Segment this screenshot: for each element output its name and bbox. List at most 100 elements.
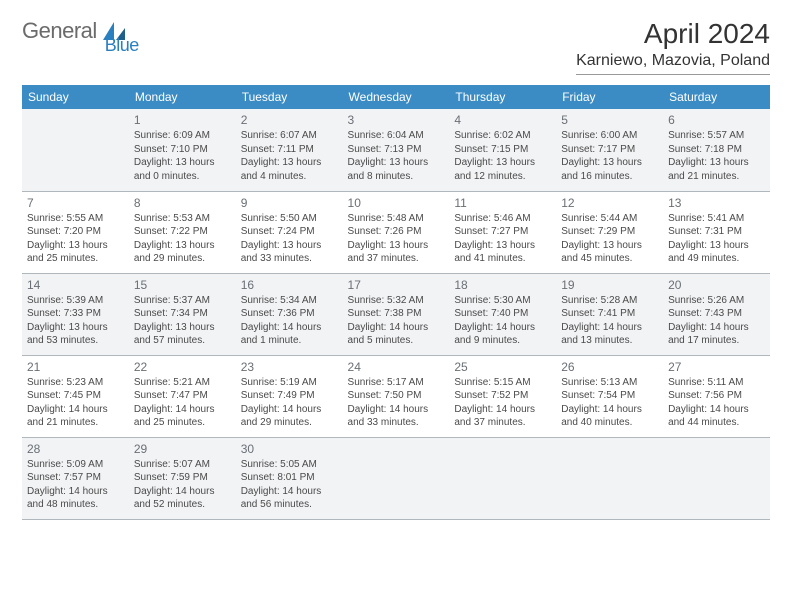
day-number: 26: [561, 359, 658, 375]
calendar-cell: 25Sunrise: 5:15 AMSunset: 7:52 PMDayligh…: [449, 355, 556, 437]
day-line: Sunrise: 6:02 AM: [454, 129, 551, 143]
day-line: and 44 minutes.: [668, 416, 765, 430]
day-line: Daylight: 13 hours: [134, 156, 231, 170]
day-line: and 17 minutes.: [668, 334, 765, 348]
day-line: Daylight: 13 hours: [668, 156, 765, 170]
calendar-body: 1Sunrise: 6:09 AMSunset: 7:10 PMDaylight…: [22, 109, 770, 519]
day-line: and 16 minutes.: [561, 170, 658, 184]
day-number: 17: [348, 277, 445, 293]
day-line: Sunrise: 5:05 AM: [241, 458, 338, 472]
day-line: and 21 minutes.: [27, 416, 124, 430]
day-line: and 1 minute.: [241, 334, 338, 348]
calendar-cell: 14Sunrise: 5:39 AMSunset: 7:33 PMDayligh…: [22, 273, 129, 355]
day-line: and 8 minutes.: [348, 170, 445, 184]
day-header: Sunday: [22, 85, 129, 109]
logo-text-general: General: [22, 18, 97, 44]
day-number: 1: [134, 112, 231, 128]
day-line: Daylight: 14 hours: [454, 403, 551, 417]
day-line: and 4 minutes.: [241, 170, 338, 184]
day-line: Daylight: 14 hours: [668, 403, 765, 417]
calendar-cell: [663, 437, 770, 519]
day-number: 29: [134, 441, 231, 457]
calendar-cell: 23Sunrise: 5:19 AMSunset: 7:49 PMDayligh…: [236, 355, 343, 437]
day-line: Sunrise: 5:37 AM: [134, 294, 231, 308]
day-line: Sunset: 7:52 PM: [454, 389, 551, 403]
day-line: and 37 minutes.: [454, 416, 551, 430]
day-line: Daylight: 14 hours: [668, 321, 765, 335]
calendar-week: 7Sunrise: 5:55 AMSunset: 7:20 PMDaylight…: [22, 191, 770, 273]
day-line: Sunrise: 5:50 AM: [241, 212, 338, 226]
calendar-cell: 24Sunrise: 5:17 AMSunset: 7:50 PMDayligh…: [343, 355, 450, 437]
day-number: 12: [561, 195, 658, 211]
day-line: Daylight: 13 hours: [348, 156, 445, 170]
calendar-cell: 29Sunrise: 5:07 AMSunset: 7:59 PMDayligh…: [129, 437, 236, 519]
calendar-cell: 6Sunrise: 5:57 AMSunset: 7:18 PMDaylight…: [663, 109, 770, 191]
day-line: Sunset: 7:54 PM: [561, 389, 658, 403]
day-number: 27: [668, 359, 765, 375]
day-line: and 9 minutes.: [454, 334, 551, 348]
day-line: Sunset: 7:59 PM: [134, 471, 231, 485]
day-line: Sunset: 7:15 PM: [454, 143, 551, 157]
calendar-week: 1Sunrise: 6:09 AMSunset: 7:10 PMDaylight…: [22, 109, 770, 191]
calendar-cell: 20Sunrise: 5:26 AMSunset: 7:43 PMDayligh…: [663, 273, 770, 355]
day-line: Daylight: 13 hours: [561, 156, 658, 170]
day-line: and 48 minutes.: [27, 498, 124, 512]
day-line: Sunset: 7:50 PM: [348, 389, 445, 403]
calendar-cell: 10Sunrise: 5:48 AMSunset: 7:26 PMDayligh…: [343, 191, 450, 273]
calendar-cell: 12Sunrise: 5:44 AMSunset: 7:29 PMDayligh…: [556, 191, 663, 273]
calendar-cell: 11Sunrise: 5:46 AMSunset: 7:27 PMDayligh…: [449, 191, 556, 273]
day-line: Sunset: 7:57 PM: [27, 471, 124, 485]
day-line: Sunset: 7:40 PM: [454, 307, 551, 321]
day-line: Sunset: 7:43 PM: [668, 307, 765, 321]
day-line: Sunrise: 5:48 AM: [348, 212, 445, 226]
day-number: 7: [27, 195, 124, 211]
calendar-cell: 9Sunrise: 5:50 AMSunset: 7:24 PMDaylight…: [236, 191, 343, 273]
day-line: Sunrise: 5:21 AM: [134, 376, 231, 390]
day-number: 22: [134, 359, 231, 375]
day-number: 16: [241, 277, 338, 293]
day-line: Daylight: 14 hours: [241, 321, 338, 335]
day-line: Sunrise: 5:57 AM: [668, 129, 765, 143]
calendar-cell: [343, 437, 450, 519]
day-line: Daylight: 13 hours: [241, 239, 338, 253]
day-line: and 56 minutes.: [241, 498, 338, 512]
day-header: Tuesday: [236, 85, 343, 109]
day-number: 9: [241, 195, 338, 211]
day-header: Friday: [556, 85, 663, 109]
day-line: Sunset: 7:18 PM: [668, 143, 765, 157]
day-line: Daylight: 14 hours: [134, 485, 231, 499]
day-line: and 12 minutes.: [454, 170, 551, 184]
calendar-week: 14Sunrise: 5:39 AMSunset: 7:33 PMDayligh…: [22, 273, 770, 355]
calendar-cell: 22Sunrise: 5:21 AMSunset: 7:47 PMDayligh…: [129, 355, 236, 437]
day-line: and 25 minutes.: [134, 416, 231, 430]
day-number: 11: [454, 195, 551, 211]
day-line: Sunset: 7:31 PM: [668, 225, 765, 239]
day-line: and 29 minutes.: [134, 252, 231, 266]
day-line: Sunrise: 5:23 AM: [27, 376, 124, 390]
day-line: Sunset: 7:47 PM: [134, 389, 231, 403]
day-number: 25: [454, 359, 551, 375]
day-number: 2: [241, 112, 338, 128]
day-line: and 53 minutes.: [27, 334, 124, 348]
day-line: Sunrise: 6:07 AM: [241, 129, 338, 143]
calendar-cell: 19Sunrise: 5:28 AMSunset: 7:41 PMDayligh…: [556, 273, 663, 355]
day-line: Daylight: 13 hours: [668, 239, 765, 253]
logo: General Blue: [22, 18, 161, 44]
day-line: Daylight: 14 hours: [348, 321, 445, 335]
day-number: 5: [561, 112, 658, 128]
day-number: 24: [348, 359, 445, 375]
day-line: and 57 minutes.: [134, 334, 231, 348]
day-number: 8: [134, 195, 231, 211]
calendar-cell: 1Sunrise: 6:09 AMSunset: 7:10 PMDaylight…: [129, 109, 236, 191]
day-number: 10: [348, 195, 445, 211]
day-line: Sunrise: 5:13 AM: [561, 376, 658, 390]
day-number: 30: [241, 441, 338, 457]
header: General Blue April 2024 Karniewo, Mazovi…: [22, 18, 770, 75]
day-line: Sunset: 7:56 PM: [668, 389, 765, 403]
calendar-cell: 15Sunrise: 5:37 AMSunset: 7:34 PMDayligh…: [129, 273, 236, 355]
day-line: Sunset: 7:27 PM: [454, 225, 551, 239]
day-line: Sunrise: 5:30 AM: [454, 294, 551, 308]
day-header: Wednesday: [343, 85, 450, 109]
day-header: Thursday: [449, 85, 556, 109]
calendar-week: 21Sunrise: 5:23 AMSunset: 7:45 PMDayligh…: [22, 355, 770, 437]
